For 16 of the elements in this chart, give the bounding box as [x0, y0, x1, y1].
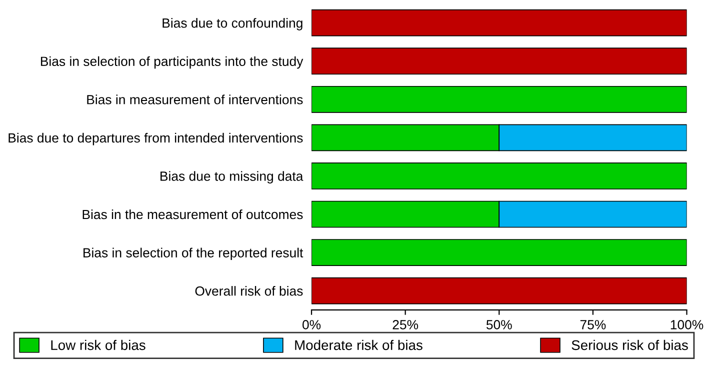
x-tick-label: 50%	[486, 320, 512, 330]
y-tick-label: Overall risk of bias	[195, 286, 303, 296]
y-tick-label: Bias in selection of participants into the study	[40, 56, 304, 69]
y-tick-label: Bias in the measurement of outcomes	[82, 209, 303, 220]
y-tick-label: Bias due to missing data	[160, 171, 304, 184]
y-tick-label: Bias due to confounding	[162, 18, 302, 30]
y-tick-label: Bias in measurement of interventions	[87, 94, 303, 104]
y-tick-label: Bias due to departures from intended interventions	[8, 132, 303, 146]
x-tick-label: 0%	[302, 320, 321, 330]
x-tick-label: 100%	[670, 320, 704, 330]
legend-label: Moderate risk of bias	[295, 340, 422, 350]
legend-label: Serious risk of bias	[572, 340, 688, 350]
x-tick-label: 75%	[580, 320, 606, 330]
x-tick-label: 25%	[392, 320, 418, 330]
y-tick-label: Bias in selection of the reported result	[84, 248, 304, 260]
legend-label: Low risk of bias	[51, 340, 146, 350]
